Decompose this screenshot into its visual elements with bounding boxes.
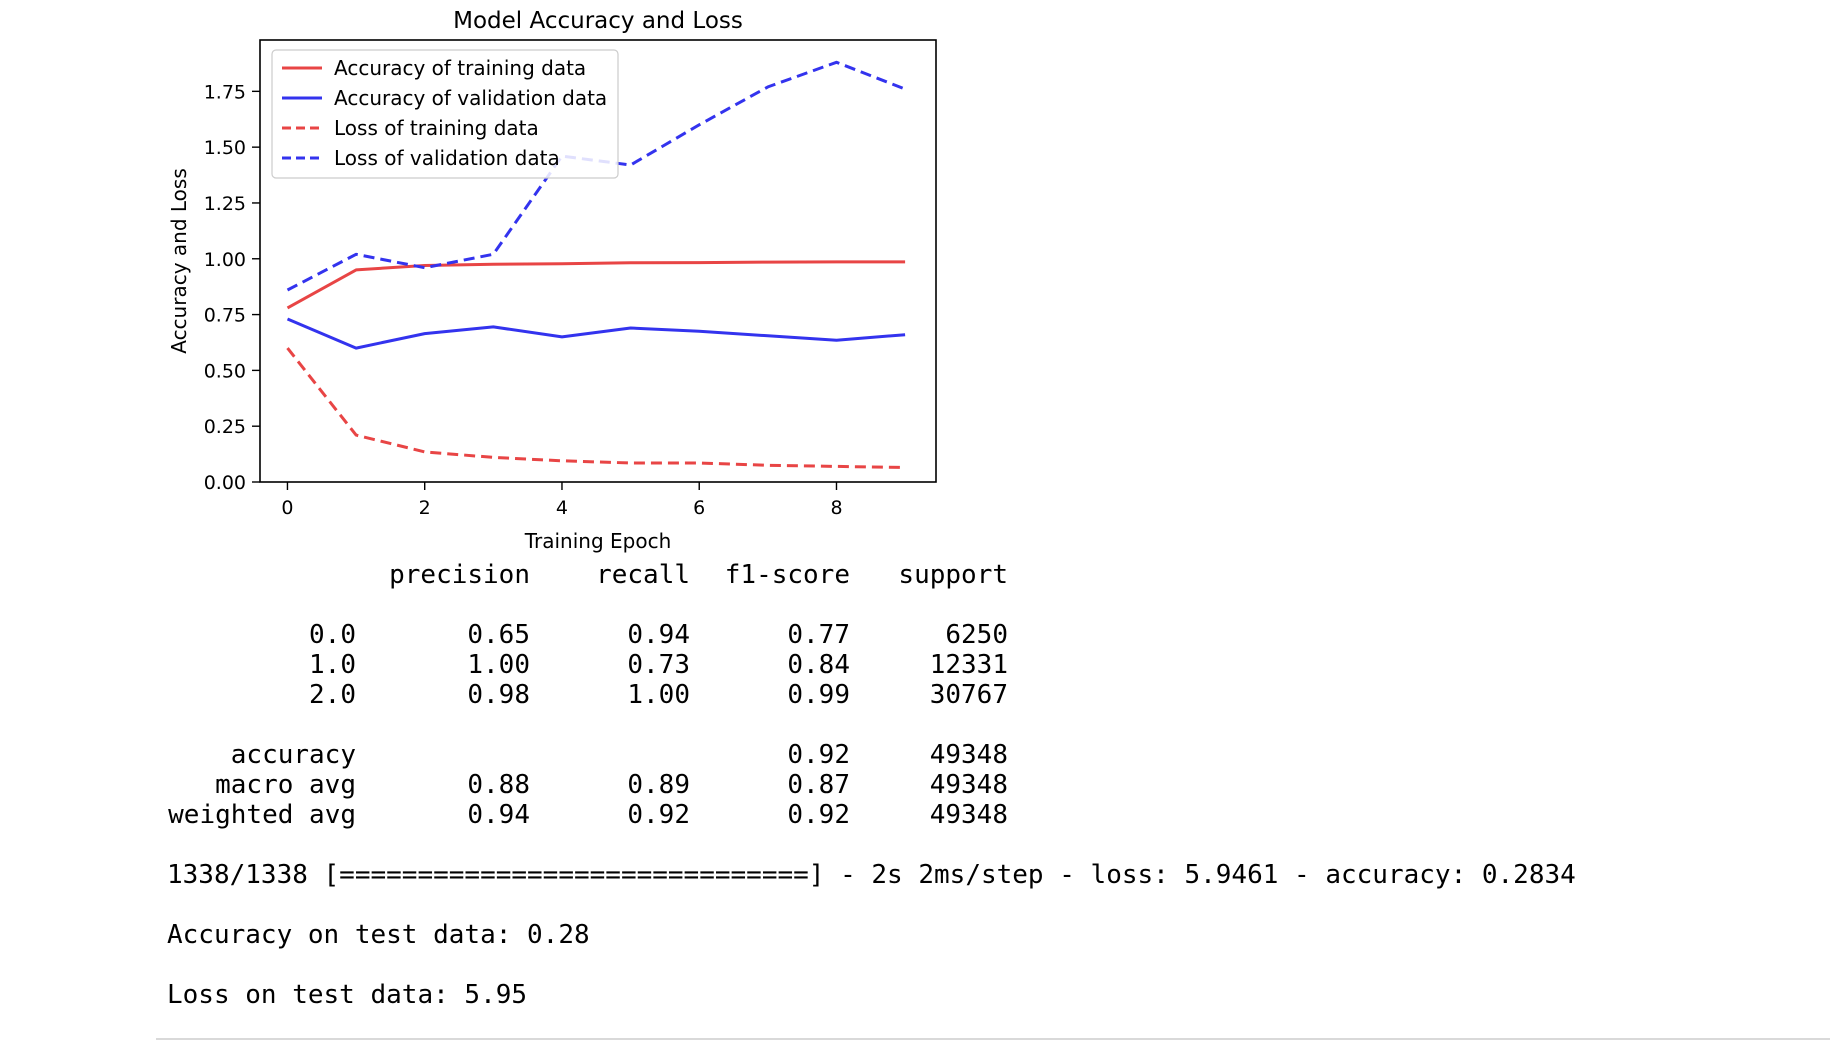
- report-cell-precision: 1.00: [467, 650, 530, 680]
- y-tick-label: 0.75: [204, 305, 246, 327]
- report-header-recall: recall: [596, 560, 690, 590]
- y-tick-label: 1.25: [204, 193, 246, 215]
- report-cell-f1: 0.77: [787, 620, 850, 650]
- x-tick-label: 2: [419, 497, 431, 519]
- y-tick-label: 0.50: [204, 360, 246, 382]
- report-cell-f1: 0.92: [787, 740, 850, 770]
- report-header-support: support: [898, 560, 1008, 590]
- report-cell-f1: 0.99: [787, 680, 850, 710]
- series-line-2: [286, 317, 906, 350]
- legend-label: Loss of training data: [334, 116, 539, 140]
- report-cell-f1: 0.87: [787, 770, 850, 800]
- report-cell-support: 49348: [929, 800, 1008, 830]
- x-tick-label: 8: [830, 497, 842, 519]
- report-cell-support: 6250: [945, 620, 1008, 650]
- report-cell-f1: 0.84: [787, 650, 850, 680]
- accuracy-loss-chart: Model Accuracy and Loss 0 2 4 6 8 0.00 0.25 0.50…: [167, 8, 937, 553]
- series-line-4: [286, 60, 906, 292]
- legend-label: Loss of validation data: [334, 146, 560, 170]
- report-cell-precision: 0.65: [467, 620, 530, 650]
- x-tick-label: 6: [693, 497, 705, 519]
- report-cell-precision: 0.88: [467, 770, 530, 800]
- report-cell-support: 49348: [929, 770, 1008, 800]
- report-row-label: macro avg: [215, 770, 356, 800]
- report-row-label: 1.0: [309, 650, 356, 680]
- y-tick-label: 1.50: [204, 137, 246, 159]
- x-axis-label: Training Epoch: [524, 529, 672, 553]
- chart-title: Model Accuracy and Loss: [453, 8, 743, 34]
- y-tick-label: 0.00: [204, 472, 246, 494]
- report-header-f1: f1-score: [724, 560, 850, 590]
- report-cell-support: 49348: [929, 740, 1008, 770]
- y-axis-label: Accuracy and Loss: [167, 168, 191, 354]
- plot-frame: [259, 39, 937, 483]
- test-accuracy-line: Accuracy on test data: 0.28: [167, 920, 590, 950]
- report-cell-precision: 0.98: [467, 680, 530, 710]
- y-tick-label: 1.75: [204, 81, 246, 103]
- report-cell-support: 30767: [929, 680, 1008, 710]
- x-tick-label: 4: [556, 497, 568, 519]
- series-line-3: [286, 347, 906, 469]
- report-row-label: 2.0: [309, 680, 356, 710]
- y-tick-label: 0.25: [204, 416, 246, 438]
- progress-output-line: 1338/1338 [=============================…: [167, 860, 1576, 890]
- test-loss-line: Loss on test data: 5.95: [167, 980, 528, 1010]
- report-row-label: 0.0: [309, 620, 356, 650]
- report-cell-recall: 0.73: [627, 650, 690, 680]
- y-tick-label: 1.00: [204, 249, 246, 271]
- report-cell-recall: 1.00: [627, 680, 690, 710]
- report-header-precision: precision: [389, 560, 530, 590]
- legend-label: Accuracy of training data: [334, 56, 586, 80]
- report-cell-recall: 0.89: [627, 770, 690, 800]
- report-cell-recall: 0.92: [627, 800, 690, 830]
- report-cell-f1: 0.92: [787, 800, 850, 830]
- report-cell-recall: 0.94: [627, 620, 690, 650]
- series-line-1: [286, 260, 906, 310]
- x-tick-label: 0: [281, 497, 293, 519]
- report-row-label: weighted avg: [168, 800, 356, 830]
- report-row-label: accuracy: [230, 740, 356, 770]
- report-cell-support: 12331: [929, 650, 1008, 680]
- legend-box: [271, 49, 619, 179]
- report-cell-precision: 0.94: [467, 800, 530, 830]
- legend-label: Accuracy of validation data: [334, 86, 607, 110]
